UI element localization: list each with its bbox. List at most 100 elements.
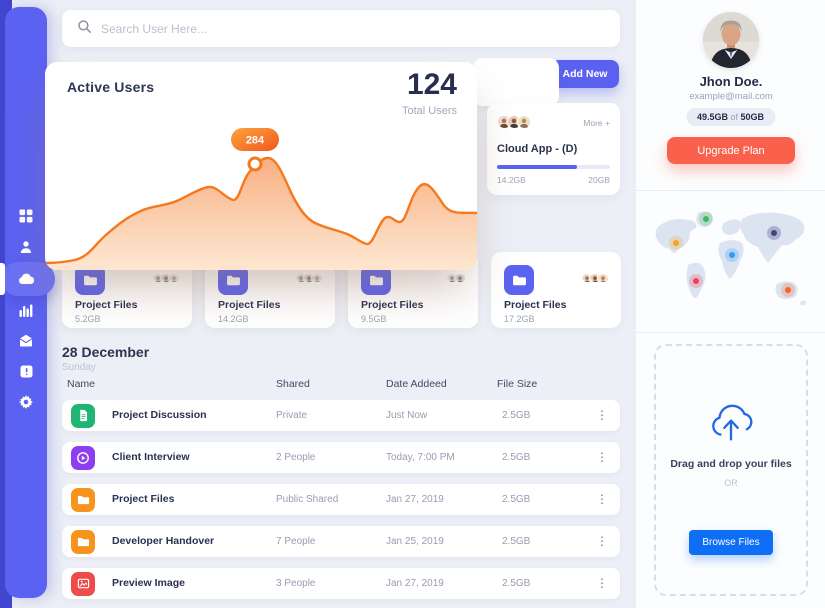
- map-location-dots: [669, 212, 795, 297]
- project-card-size: 14.2GB: [218, 314, 249, 324]
- avatar: [517, 114, 532, 129]
- cloud-upload-icon: [708, 404, 754, 449]
- total-users-label: Total Users: [401, 105, 457, 117]
- file-size: 2.5GB: [502, 494, 531, 505]
- storage-used: 49.5GB: [696, 112, 728, 122]
- svg-text:284: 284: [246, 135, 265, 147]
- cloud-app-used: 14.2GB: [497, 175, 526, 185]
- row-menu-icon[interactable]: ⋮: [596, 534, 608, 548]
- profile-panel: Jhon Doe. example@mail.com 49.5GB of 50G…: [635, 0, 825, 608]
- file-dropzone[interactable]: Drag and drop your files OR Browse Files: [654, 344, 808, 596]
- chart-tooltip: 284: [231, 128, 279, 151]
- folder-icon: [71, 529, 95, 554]
- file-size: 2.5GB: [502, 578, 531, 589]
- project-member-avatars: [152, 270, 181, 283]
- sidebar-item-cloud[interactable]: [5, 271, 47, 287]
- file-date: Today, 7:00 PM: [386, 452, 455, 463]
- file-row[interactable]: Preview Image 3 People Jan 27, 2019 2.5G…: [62, 568, 620, 599]
- file-size: 2.5GB: [502, 452, 531, 463]
- folder-icon: [71, 487, 95, 512]
- file-size: 2.5GB: [502, 536, 531, 547]
- video-icon: [71, 445, 95, 470]
- file-date: Jan 27, 2019: [386, 578, 444, 589]
- column-header-date: Date Addeed: [386, 378, 447, 390]
- cloud-app-card[interactable]: More + Cloud App - (D) 14.2GB 20GB: [487, 103, 620, 195]
- sidebar-item-users[interactable]: [5, 239, 47, 255]
- search-input[interactable]: [101, 21, 620, 36]
- project-card-title: Project Files: [75, 299, 138, 311]
- column-header-name: Name: [67, 378, 96, 390]
- project-member-avatars: [581, 270, 610, 283]
- file-name: Preview Image: [112, 577, 185, 589]
- sidebar-item-inbox[interactable]: [5, 332, 47, 348]
- total-users-value: 124: [406, 68, 457, 101]
- row-menu-icon[interactable]: ⋮: [596, 450, 608, 464]
- cloud-icon: [18, 273, 34, 285]
- active-users-area-chart: 284: [45, 128, 477, 270]
- cloud-app-progress-fill: [497, 165, 578, 169]
- file-shared: Public Shared: [276, 494, 339, 505]
- file-date: Jan 25, 2019: [386, 536, 444, 547]
- row-menu-icon[interactable]: ⋮: [596, 492, 608, 506]
- cloud-app-more-link[interactable]: More +: [583, 118, 610, 128]
- sidebar-item-statistics[interactable]: [5, 302, 47, 318]
- file-size: 2.5GB: [502, 410, 531, 421]
- folder-icon: [75, 265, 105, 295]
- file-row[interactable]: Project Files Public Shared Jan 27, 2019…: [62, 484, 620, 515]
- file-row[interactable]: Developer Handover 7 People Jan 25, 2019…: [62, 526, 620, 557]
- dashboard-grid-icon: [19, 209, 33, 223]
- avatar: [597, 270, 610, 283]
- chart-area-fill: [45, 157, 477, 270]
- sidebar: [1, 7, 55, 598]
- file-shared: Private: [276, 410, 308, 421]
- row-menu-icon[interactable]: ⋮: [596, 408, 608, 422]
- document-icon: [71, 403, 95, 428]
- folder-icon: [218, 265, 248, 295]
- browse-files-button[interactable]: Browse Files: [689, 530, 773, 555]
- background-card: [473, 58, 559, 106]
- chart-peak-dot: [247, 156, 263, 172]
- add-new-button[interactable]: Add New: [551, 60, 619, 88]
- folder-icon: [504, 265, 534, 295]
- sidebar-active-indicator: [0, 263, 5, 295]
- file-row[interactable]: Client Interview 2 People Today, 7:00 PM…: [62, 442, 620, 473]
- file-name: Project Files: [112, 493, 175, 505]
- file-name: Developer Handover: [112, 535, 215, 547]
- project-card-size: 5.2GB: [75, 314, 101, 324]
- search-icon: [62, 19, 101, 38]
- file-date: Just Now: [386, 410, 428, 421]
- active-users-card: Active Users 124 Total Users 284: [45, 62, 477, 270]
- cloud-app-total: 20GB: [588, 175, 610, 185]
- chart-line: [45, 156, 477, 265]
- report-icon: [20, 365, 33, 378]
- folder-icon: [361, 265, 391, 295]
- cloud-app-title: Cloud App - (D): [497, 143, 578, 155]
- sidebar-item-dashboard[interactable]: [5, 208, 47, 224]
- column-header-shared: Shared: [276, 378, 310, 390]
- row-menu-icon[interactable]: ⋮: [596, 576, 608, 590]
- world-map: [655, 211, 806, 306]
- cloud-app-progress-track: [497, 165, 610, 169]
- file-shared: 3 People: [276, 578, 316, 589]
- column-header-size: File Size: [497, 378, 538, 390]
- avatar: [311, 270, 324, 283]
- file-name: Client Interview: [112, 451, 190, 463]
- project-files-card[interactable]: Project Files 17.2GB: [491, 252, 621, 328]
- upgrade-plan-button[interactable]: Upgrade Plan: [667, 137, 795, 164]
- storage-connector: of: [730, 112, 739, 122]
- project-member-avatars: [446, 270, 467, 283]
- file-shared: 2 People: [276, 452, 316, 463]
- files-table-header: Name Shared Date Addeed File Size: [62, 378, 620, 394]
- dropzone-or-label: OR: [724, 478, 738, 488]
- bar-chart-icon: [19, 304, 33, 317]
- profile-avatar[interactable]: [703, 12, 759, 68]
- project-card-size: 17.2GB: [504, 314, 535, 324]
- image-icon: [71, 571, 95, 596]
- file-row[interactable]: Project Discussion Private Just Now 2.5G…: [62, 400, 620, 431]
- active-users-title: Active Users: [67, 79, 155, 95]
- project-card-title: Project Files: [361, 299, 424, 311]
- file-name: Project Discussion: [112, 409, 207, 421]
- sidebar-item-reports[interactable]: [5, 363, 47, 379]
- sidebar-item-settings[interactable]: [5, 394, 47, 410]
